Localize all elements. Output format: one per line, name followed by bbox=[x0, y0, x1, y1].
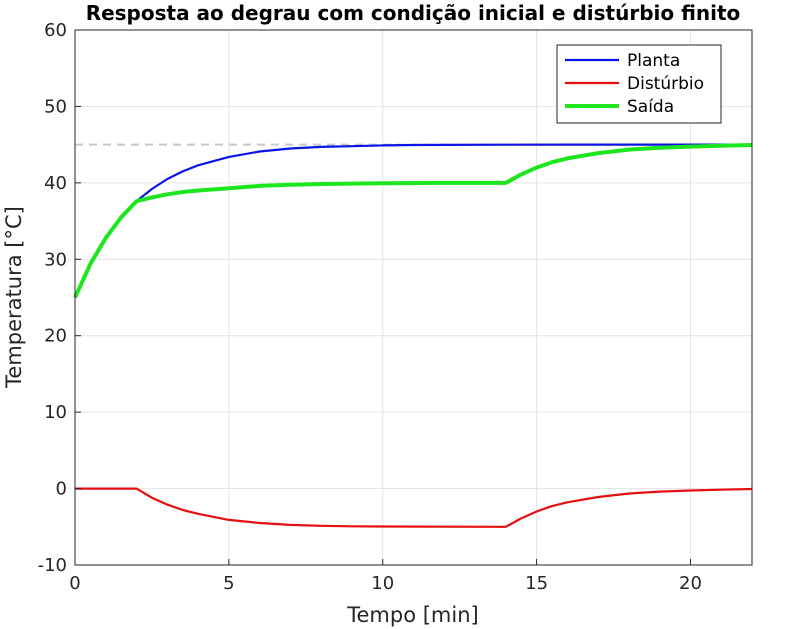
chart-title: Resposta ao degrau com condição inicial … bbox=[86, 1, 741, 25]
series-lines bbox=[73, 143, 753, 528]
y-tick-label: 30 bbox=[44, 249, 67, 270]
x-tick-label: 20 bbox=[679, 573, 702, 594]
y-tick-label: -10 bbox=[38, 555, 67, 576]
y-tick-label: 10 bbox=[44, 402, 67, 423]
x-axis-label: Tempo [min] bbox=[346, 603, 478, 627]
axes-box bbox=[74, 29, 753, 566]
legend-label-0: Planta bbox=[627, 51, 680, 71]
legend-label-2: Saída bbox=[627, 97, 674, 117]
series-line-2 bbox=[73, 143, 753, 299]
series-line-1 bbox=[75, 487, 753, 528]
y-tick-label: 20 bbox=[44, 326, 67, 347]
x-tick-label: 0 bbox=[69, 573, 80, 594]
y-tick-label: 0 bbox=[56, 479, 67, 500]
x-tick-label: 10 bbox=[371, 573, 394, 594]
legend-label-1: Distúrbio bbox=[627, 74, 704, 94]
legend: Planta Distúrbio Saída bbox=[556, 44, 722, 124]
y-tick-label: 40 bbox=[44, 173, 67, 194]
y-tick-label: 60 bbox=[44, 20, 67, 41]
x-tick-label: 5 bbox=[223, 573, 234, 594]
x-tick-label: 15 bbox=[525, 573, 548, 594]
y-axis-label: Temperatura [°C] bbox=[2, 206, 26, 389]
y-tick-label: 50 bbox=[44, 96, 67, 117]
